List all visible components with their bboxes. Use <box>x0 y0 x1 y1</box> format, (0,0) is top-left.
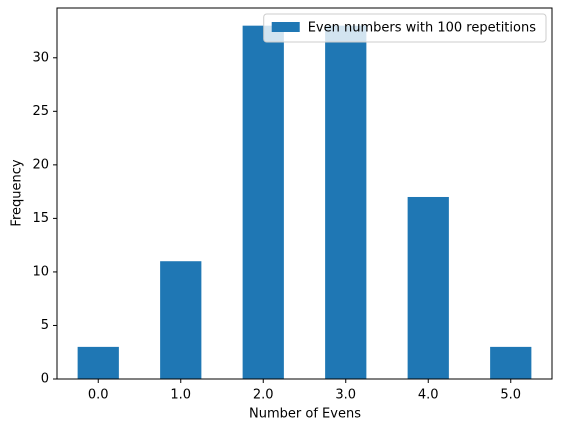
x-tick-label: 0.0 <box>88 388 109 403</box>
x-tick-label: 2.0 <box>253 388 274 403</box>
x-tick-label: 1.0 <box>170 388 191 403</box>
bar <box>407 196 449 379</box>
bar <box>242 25 284 380</box>
y-tick-label: 0 <box>41 372 49 387</box>
y-tick-label: 25 <box>32 104 49 119</box>
x-tick-label: 5.0 <box>500 388 521 403</box>
legend-box <box>263 13 547 43</box>
x-tick-label: 3.0 <box>335 388 356 403</box>
x-axis-label: Number of Evens <box>249 407 361 422</box>
y-tick-label: 30 <box>32 50 49 65</box>
x-tick-label: 4.0 <box>418 388 439 403</box>
y-tick-label: 5 <box>41 318 49 333</box>
y-tick-label: 10 <box>32 264 49 279</box>
axes-frame <box>56 7 553 380</box>
bar <box>490 346 532 379</box>
y-tick-label: 20 <box>32 157 49 172</box>
legend-label: Even numbers with 100 repetitions <box>308 21 536 36</box>
bar <box>77 346 119 379</box>
y-axis-label: Frequency <box>10 159 25 226</box>
bar <box>160 261 202 379</box>
legend-swatch <box>271 22 300 32</box>
bar <box>325 25 367 380</box>
y-tick-label: 15 <box>32 211 49 226</box>
legend: Even numbers with 100 repetitions <box>263 13 547 43</box>
